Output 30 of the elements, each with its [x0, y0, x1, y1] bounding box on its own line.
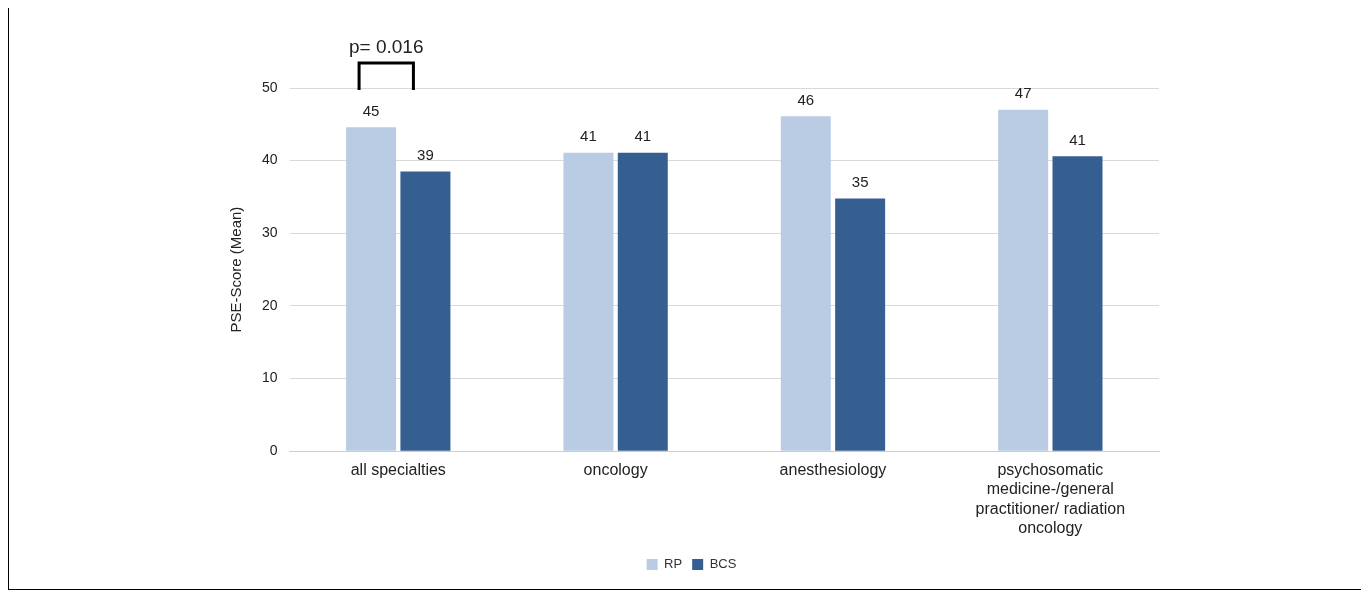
- bar: [780, 116, 831, 451]
- data-label: 47: [1014, 84, 1032, 102]
- y-tick-label: 50: [261, 78, 278, 95]
- legend-label: BCS: [709, 556, 737, 572]
- data-label: 35: [851, 173, 869, 191]
- data-label: 41: [634, 127, 652, 145]
- y-tick-label: 30: [261, 224, 278, 241]
- y-axis-title: PSE-Score (Mean): [227, 206, 245, 333]
- x-tick-label: oncology: [583, 461, 648, 479]
- bar: [1052, 156, 1103, 451]
- bar: [617, 152, 668, 451]
- bar: [998, 109, 1049, 451]
- bar: [563, 152, 614, 451]
- bar: [835, 198, 886, 451]
- legend-label: RP: [664, 556, 683, 572]
- y-tick-label: 20: [261, 296, 278, 313]
- data-label: 41: [580, 127, 597, 145]
- data-label: 41: [1069, 130, 1086, 148]
- data-label: 45: [362, 101, 380, 119]
- x-tick-label: all specialties: [350, 461, 446, 479]
- x-tick-label: psychosomatic medicine-/general practitioner/ radiation oncology: [975, 461, 1126, 536]
- x-tick-label: anesthesiology: [779, 461, 887, 479]
- text: p= 0.016: [349, 35, 424, 57]
- bar: [346, 127, 397, 451]
- y-tick-label: 0: [269, 442, 278, 459]
- bar: [400, 171, 451, 451]
- data-label: 46: [797, 90, 815, 108]
- y-tick-label: 40: [261, 151, 278, 168]
- data-label: 39: [417, 146, 434, 164]
- y-tick-label: 10: [261, 369, 278, 386]
